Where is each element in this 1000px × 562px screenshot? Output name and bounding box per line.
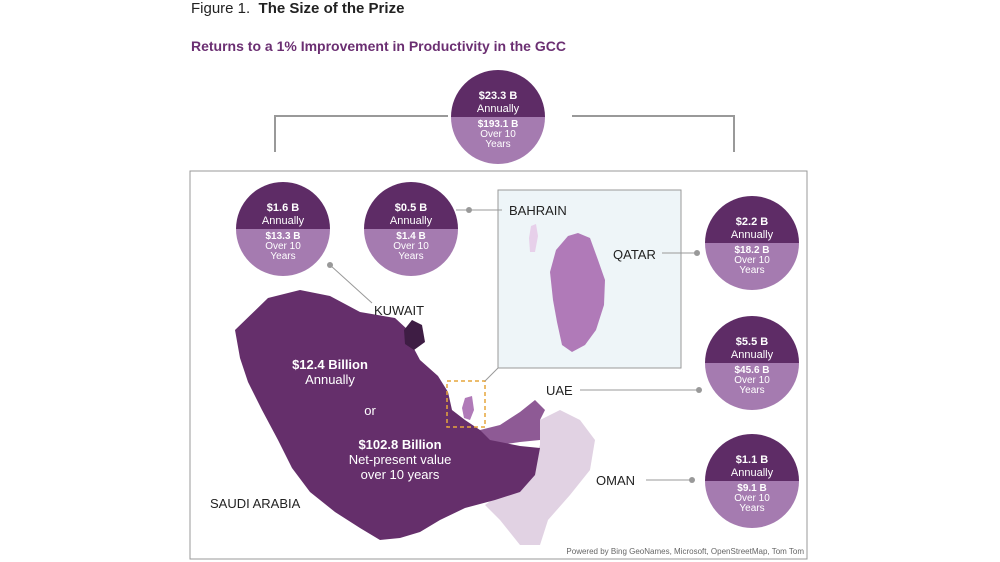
saudi-ten-label2: over 10 years — [360, 467, 440, 482]
bahrain-circle: $0.5 B Annually $1.4 B Over 10 Years — [364, 182, 458, 276]
qatar-ten-value: $18.2 B — [734, 245, 770, 256]
saudi-annual-label: Annually — [305, 372, 355, 387]
uae-label: UAE — [546, 383, 573, 398]
bahrain-ten-label1: Over 10 — [393, 241, 429, 252]
figure-number: Figure 1. — [191, 0, 251, 17]
oman-ten-label2: Years — [739, 503, 765, 514]
qatar-annual-value: $2.2 B — [735, 216, 769, 228]
total-ten-label1: Over 10 — [480, 129, 516, 140]
oman-ten-value: $9.1 B — [737, 483, 767, 494]
bahrain-annual-label: Annually — [389, 215, 433, 227]
uae-ten-label1: Over 10 — [734, 375, 770, 386]
qatar-annual-label: Annually — [730, 229, 774, 241]
uae-ten-label2: Years — [739, 385, 765, 396]
map-frame — [189, 170, 808, 560]
total-annual-label: Annually — [476, 103, 520, 115]
chart-subtitle: Returns to a 1% Improvement in Productiv… — [191, 38, 566, 54]
kuwait-ten-label1: Over 10 — [265, 241, 301, 252]
kuwait-leader — [329, 264, 373, 304]
bahrain-ten-label2: Years — [398, 251, 424, 262]
qatar-circle: $2.2 B Annually $18.2 B Over 10 Years — [705, 196, 799, 290]
kuwait-circle: $1.6 B Annually $13.3 B Over 10 Years — [236, 182, 330, 276]
saudi-region — [235, 290, 540, 540]
saudi-annual-block: $12.4 Billion Annually — [270, 357, 390, 387]
bahrain-ten-value: $1.4 B — [396, 231, 426, 242]
total-ten-label2: Years — [485, 139, 511, 150]
qatar-inset — [550, 233, 605, 352]
kuwait-annual-value: $1.6 B — [266, 202, 300, 214]
bahrain-annual-value: $0.5 B — [394, 202, 428, 214]
figure-title: Figure 1. The Size of the Prize — [191, 0, 404, 17]
kuwait-ten-label2: Years — [270, 251, 296, 262]
kuwait-annual-label: Annually — [261, 215, 305, 227]
saudi-or: or — [364, 403, 376, 418]
qatar-ten-label2: Years — [739, 265, 765, 276]
figure-name: The Size of the Prize — [258, 0, 405, 17]
oman-circle: $1.1 B Annually $9.1 B Over 10 Years — [705, 434, 799, 528]
zoom-link — [484, 367, 499, 382]
oman-annual-value: $1.1 B — [735, 454, 769, 466]
qatar-label: QATAR — [613, 247, 656, 262]
oman-region — [485, 410, 595, 545]
oman-annual-label: Annually — [730, 467, 774, 479]
total-circle: $23.3 B Annually $193.1 B Over 10 Years — [451, 70, 545, 164]
bahrain-label: BAHRAIN — [509, 203, 567, 218]
uae-annual-value: $5.5 B — [735, 336, 769, 348]
total-ten-value: $193.1 B — [477, 119, 519, 130]
bahrain-inset — [529, 224, 538, 252]
qatar-ten-label1: Over 10 — [734, 255, 770, 266]
total-annual-value: $23.3 B — [478, 90, 518, 102]
qatar-small — [462, 396, 474, 420]
uae-annual-label: Annually — [730, 349, 774, 361]
uae-ten-value: $45.6 B — [734, 365, 770, 376]
saudi-ten-value: $102.8 Billion — [358, 437, 442, 452]
map-attribution: Powered by Bing GeoNames, Microsoft, Ope… — [566, 547, 804, 556]
total-bracket-right — [572, 115, 735, 152]
saudi-label: SAUDI ARABIA — [210, 496, 301, 511]
uae-circle: $5.5 B Annually $45.6 B Over 10 Years — [705, 316, 799, 410]
oman-label: OMAN — [596, 473, 635, 488]
saudi-ten-label1: Net-present value — [348, 452, 452, 467]
oman-ten-label1: Over 10 — [734, 493, 770, 504]
total-bracket-left — [274, 115, 448, 152]
saudi-ten-block: $102.8 Billion Net-present value over 10… — [330, 437, 470, 482]
kuwait-label: KUWAIT — [374, 303, 425, 318]
kuwait-region — [404, 320, 425, 350]
saudi-annual-value: $12.4 Billion — [292, 357, 368, 372]
kuwait-ten-value: $13.3 B — [265, 231, 301, 242]
uae-region — [480, 400, 545, 445]
